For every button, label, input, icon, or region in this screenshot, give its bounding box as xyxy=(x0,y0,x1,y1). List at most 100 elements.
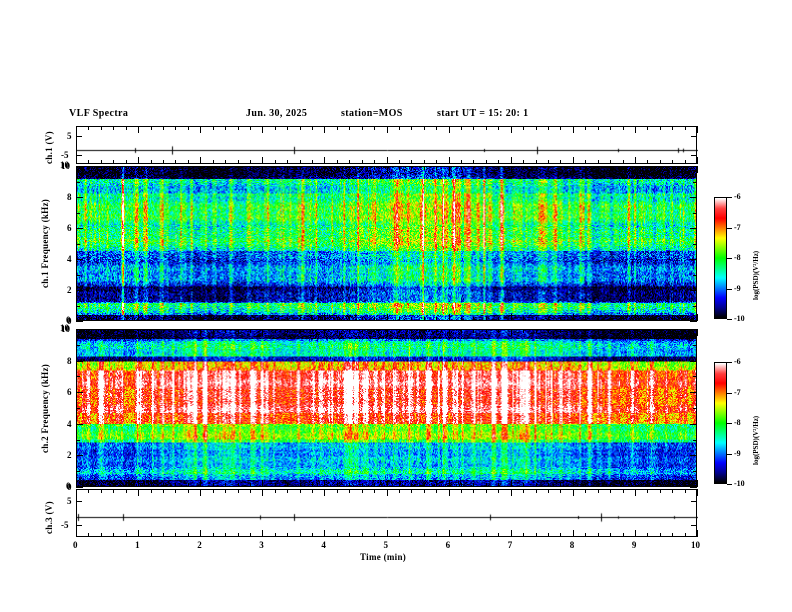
panel-ch2-spectrogram-label: ch.2 Frequency (kHz) xyxy=(40,363,50,453)
x-tick-major xyxy=(572,530,574,537)
x-tick-minor xyxy=(100,160,102,164)
colorbar-tick-label: -8 xyxy=(734,418,741,427)
x-tick-minor xyxy=(610,489,612,493)
x-tick-major xyxy=(76,329,77,336)
x-tick-minor xyxy=(374,483,376,487)
y-boundary-label: 10 xyxy=(60,160,69,170)
colorbar-ch2-label: log(PSD)(V²/Hz) xyxy=(752,415,760,465)
x-tick-minor xyxy=(336,489,338,493)
x-tick-minor xyxy=(585,160,587,164)
x-tick-major xyxy=(510,480,512,487)
x-tick-minor xyxy=(287,533,289,537)
x-tick-minor xyxy=(610,483,612,487)
x-tick-minor xyxy=(672,317,674,321)
x-tick-minor xyxy=(622,329,624,333)
x-tick-minor xyxy=(610,329,612,333)
x-tick-major xyxy=(262,126,264,133)
x-tick-minor xyxy=(88,166,90,170)
x-tick-minor xyxy=(523,126,525,130)
x-tick-minor xyxy=(113,489,115,493)
x-tick-major xyxy=(138,530,140,537)
x-tick-minor xyxy=(659,483,661,487)
x-tick-minor xyxy=(299,489,301,493)
y-tick-major xyxy=(690,228,697,229)
x-tick-minor xyxy=(88,483,90,487)
x-tick-minor xyxy=(312,126,313,130)
x-tick-minor xyxy=(647,489,649,493)
x-tick-minor xyxy=(398,126,400,130)
y-tick-label: 2 xyxy=(67,450,72,461)
x-tick-label: 2 xyxy=(197,540,202,550)
x-tick-major xyxy=(262,314,264,321)
panel-ch1-voltage-label: ch.1 (V) xyxy=(44,131,54,164)
x-tick-major xyxy=(324,126,326,133)
x-tick-minor xyxy=(336,126,338,130)
x-tick-minor xyxy=(187,317,189,321)
y-tick-major xyxy=(690,259,697,260)
x-tick-minor xyxy=(672,160,674,164)
colorbar-tick xyxy=(727,227,732,229)
x-tick-minor xyxy=(473,489,475,493)
y-tick-major xyxy=(76,259,83,260)
x-tick-minor xyxy=(249,483,251,487)
x-tick-major xyxy=(76,314,77,321)
y-tick-label: 4 xyxy=(67,254,72,264)
x-tick-minor xyxy=(187,166,189,170)
x-tick-minor xyxy=(423,483,425,487)
x-tick-minor xyxy=(398,489,400,493)
x-tick-minor xyxy=(249,329,251,333)
x-tick-minor xyxy=(125,166,127,170)
x-tick-major xyxy=(510,157,512,164)
x-tick-minor xyxy=(100,166,102,170)
x-axis-title: Time (min) xyxy=(360,552,407,562)
x-tick-minor xyxy=(535,166,537,170)
x-tick-minor xyxy=(88,329,90,333)
x-tick-minor xyxy=(125,489,127,493)
x-tick-minor xyxy=(312,329,313,333)
x-tick-minor xyxy=(548,166,549,170)
x-tick-major xyxy=(386,126,388,133)
x-tick-minor xyxy=(659,489,661,493)
x-tick-minor xyxy=(411,166,413,170)
y-tick-label: 0 xyxy=(67,316,72,326)
x-tick-minor xyxy=(212,317,214,321)
x-tick-minor xyxy=(610,160,612,164)
y-tick-major xyxy=(691,501,697,502)
x-tick-minor xyxy=(312,160,313,164)
x-tick-minor xyxy=(125,160,127,164)
x-tick-major xyxy=(448,530,450,537)
x-tick-label: 1 xyxy=(135,540,140,550)
x-tick-minor xyxy=(374,329,376,333)
x-tick-minor xyxy=(610,126,612,130)
x-tick-major xyxy=(200,126,202,133)
y-boundary-label: 0 xyxy=(66,315,71,325)
x-tick-minor xyxy=(274,317,276,321)
x-tick-minor xyxy=(548,489,549,493)
x-tick-minor xyxy=(187,483,189,487)
x-tick-minor xyxy=(498,160,500,164)
x-tick-minor xyxy=(225,329,226,333)
x-tick-major xyxy=(448,126,450,133)
x-tick-minor xyxy=(237,126,239,130)
x-tick-major xyxy=(634,480,636,487)
x-tick-minor xyxy=(498,126,500,130)
x-tick-minor xyxy=(361,126,363,130)
x-tick-minor xyxy=(473,160,475,164)
x-tick-minor xyxy=(336,160,338,164)
x-tick-minor xyxy=(585,483,587,487)
x-tick-major xyxy=(697,489,698,496)
x-tick-minor xyxy=(560,317,562,321)
x-tick-minor xyxy=(535,317,537,321)
x-tick-minor xyxy=(312,489,313,493)
x-tick-major xyxy=(510,314,512,321)
x-tick-major xyxy=(572,314,574,321)
x-tick-minor xyxy=(597,126,599,130)
x-tick-minor xyxy=(560,483,562,487)
colorbar-tick xyxy=(727,423,732,424)
x-tick-major xyxy=(510,166,512,173)
x-tick-minor xyxy=(684,483,686,487)
x-tick-minor xyxy=(162,317,164,321)
x-tick-minor xyxy=(249,489,251,493)
x-tick-minor xyxy=(113,329,115,333)
